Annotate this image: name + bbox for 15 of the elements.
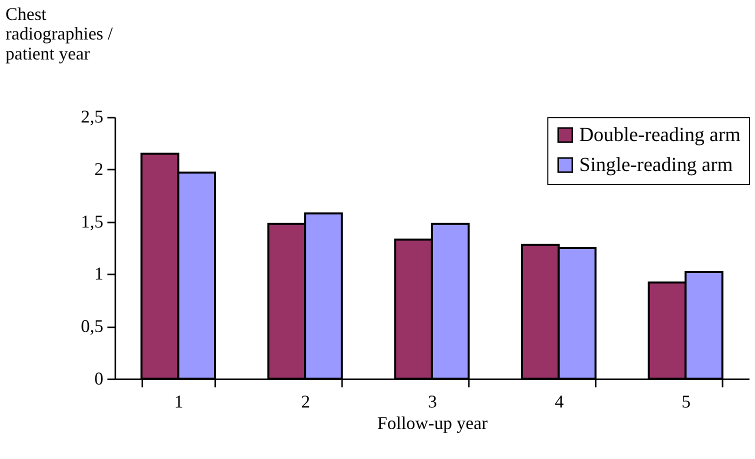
x-tick-label: 2 bbox=[301, 391, 310, 412]
legend-label: Single-reading arm bbox=[579, 154, 734, 176]
x-tick-label: 4 bbox=[554, 391, 564, 412]
y-tick-label: 2 bbox=[94, 158, 104, 179]
y-axis-title: Chest radiographies / patient year bbox=[5, 4, 113, 64]
y-tick-label: 0 bbox=[94, 368, 104, 388]
legend-label: Double-reading arm bbox=[579, 124, 742, 146]
x-axis-title: Follow-up year bbox=[377, 413, 488, 434]
y-tick-label: 1 bbox=[94, 264, 104, 284]
y-tick-label: 2,5 bbox=[80, 106, 104, 127]
x-tick-label: 3 bbox=[428, 391, 437, 412]
y-tick-label: 0,5 bbox=[80, 316, 104, 336]
x-tick-label: 5 bbox=[682, 391, 691, 412]
x-tick-label: 1 bbox=[174, 391, 184, 412]
y-tick-label: 1,5 bbox=[80, 211, 104, 232]
